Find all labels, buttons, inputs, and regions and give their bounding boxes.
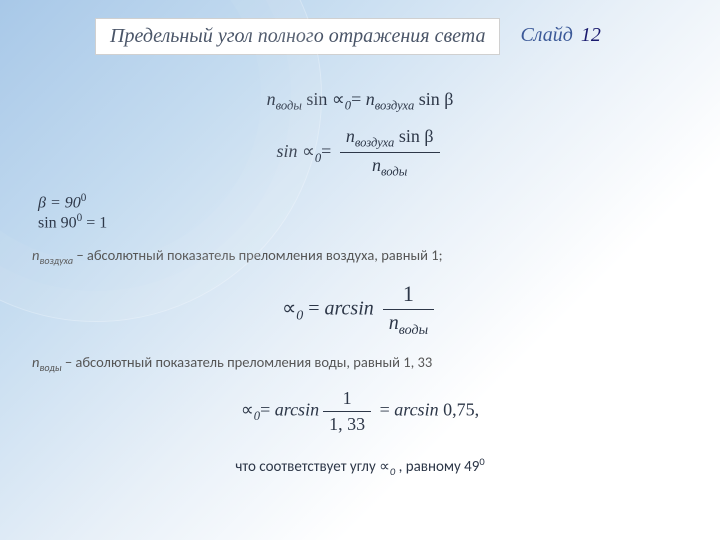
eq3-den-sub: воды	[399, 323, 428, 338]
eq2-sin: sin	[276, 141, 297, 161]
eq2-den-n: n	[372, 155, 381, 175]
eq3-den-n: n	[389, 312, 399, 334]
eq2-fraction: nвоздуха sin β nводы	[340, 126, 440, 180]
slide-word: Слайд	[520, 24, 572, 47]
equation-4: ∝0= arcsin 1 1, 33 = arcsin 0,75,	[30, 388, 690, 435]
note1-sub: воздуха	[39, 254, 73, 267]
eq3-eq: =	[303, 298, 324, 320]
eq1-sub2: воздуха	[375, 99, 415, 113]
eq4-alpha: ∝	[241, 400, 254, 420]
eq1-n2: n	[366, 89, 375, 109]
bottom-pre: что соответствует углу	[235, 458, 379, 476]
note2-sub: воды	[39, 361, 61, 374]
note1-text: − абсолютный показатель преломления возд…	[73, 246, 442, 264]
slide-indicator: Слайд 12	[520, 18, 600, 47]
content-area: nводы sin ∝0= nвоздуха sin β sin ∝0= nво…	[0, 55, 720, 478]
side-conditions: β = 900 sin 900 = 1	[30, 192, 690, 233]
eq4-val: 0,75,	[439, 400, 480, 420]
eq2-eq: =	[321, 141, 331, 161]
side-sin-val: = 1	[82, 214, 107, 231]
bottom-sup: 0	[479, 455, 484, 468]
eq3-fraction: 1 nводы	[383, 281, 434, 339]
bottom-alpha: ∝	[379, 458, 390, 476]
eq1-beta: sin β	[419, 89, 454, 109]
note2-text: − абсолютный показатель преломления воды…	[62, 353, 433, 371]
eq3-num: 1	[383, 281, 434, 310]
eq3-alpha: ∝	[282, 298, 296, 320]
note-water: nводы − абсолютный показатель преломлени…	[30, 353, 690, 374]
note-air: nвоздуха − абсолютный показатель преломл…	[30, 246, 690, 267]
eq1-sin1: sin	[306, 89, 327, 109]
eq2-num-rest: sin β	[394, 126, 433, 146]
eq2-den-sub: воды	[381, 165, 407, 179]
eq4-arcsin: arcsin	[275, 400, 319, 420]
eq4-arcsin2: arcsin	[394, 400, 438, 420]
equation-2: sin ∝0= nвоздуха sin β nводы	[30, 126, 690, 180]
equation-1: nводы sin ∝0= nвоздуха sin β	[30, 89, 690, 114]
eq1-n1: n	[267, 89, 276, 109]
slide-number: 12	[581, 24, 601, 47]
eq1-eq: =	[351, 89, 361, 109]
side-beta: β = 90	[38, 194, 81, 211]
eq3-arcsin: arcsin	[325, 298, 374, 320]
eq4-fraction: 1 1, 33	[323, 388, 371, 435]
eq4-eq: =	[260, 400, 275, 420]
eq2-num-n: n	[346, 126, 355, 146]
conclusion-text: что соответствует углу ∝0 , равному 490	[30, 455, 690, 478]
eq2-num-sub: воздуха	[355, 135, 395, 149]
side-sin: sin 90	[38, 214, 77, 231]
eq4-eq2: =	[375, 400, 394, 420]
side-beta-sup: 0	[81, 192, 87, 204]
eq1-sub1: воды	[276, 99, 302, 113]
eq4-num: 1	[323, 388, 371, 412]
page-title: Предельный угол полного отражения света	[95, 18, 500, 55]
eq2-alpha: ∝	[302, 141, 315, 161]
eq4-den: 1, 33	[323, 412, 371, 435]
bottom-mid: , равному 49	[395, 458, 479, 476]
eq1-alpha: ∝	[332, 89, 345, 109]
equation-3: ∝0 = arcsin 1 nводы	[30, 281, 690, 339]
